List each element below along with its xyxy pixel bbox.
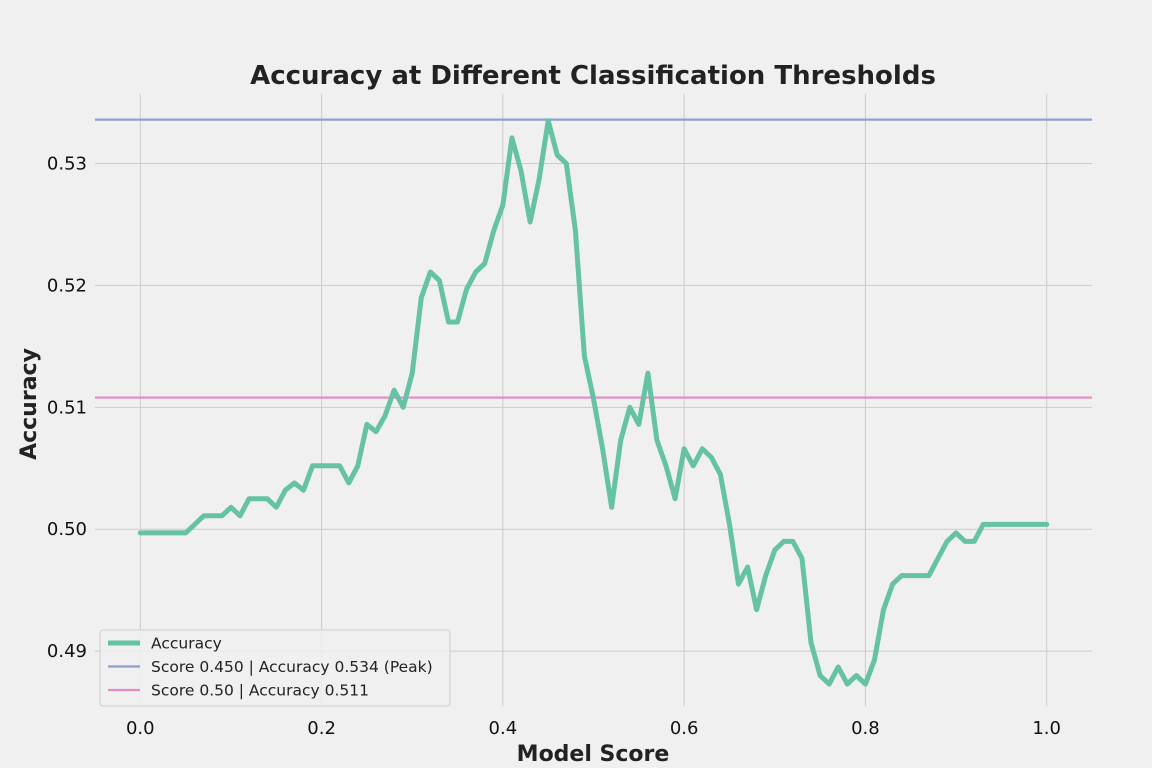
chart-title: Accuracy at Different Classification Thr… <box>250 61 936 91</box>
accuracy-line <box>137 118 1050 687</box>
x-tick-label: 1.0 <box>1032 718 1061 739</box>
y-tick-label: 0.49 <box>47 641 87 662</box>
series-group <box>137 118 1050 687</box>
x-tick-labels: 0.0 0.2 0.4 0.6 0.8 1.0 <box>126 718 1061 739</box>
x-axis-label: Model Score <box>517 742 670 767</box>
y-tick-labels: 0.49 0.50 0.51 0.52 0.53 <box>47 153 87 662</box>
y-tick-label: 0.51 <box>47 397 87 418</box>
x-tick-label: 0.0 <box>126 718 155 739</box>
x-tick-label: 0.6 <box>670 718 699 739</box>
legend-label: Accuracy <box>151 635 222 653</box>
legend-label: Score 0.50 | Accuracy 0.511 <box>151 682 369 700</box>
legend-box <box>99 629 451 707</box>
x-tick-label: 0.4 <box>489 718 518 739</box>
x-tick-label: 0.2 <box>307 718 336 739</box>
y-axis-label: Accuracy <box>17 348 42 460</box>
legend-label: Score 0.450 | Accuracy 0.534 (Peak) <box>151 658 433 676</box>
y-tick-label: 0.52 <box>47 275 87 296</box>
x-tick-label: 0.8 <box>851 718 880 739</box>
legend: Accuracy Score 0.450 | Accuracy 0.534 (Pe… <box>99 629 451 707</box>
y-tick-label: 0.53 <box>47 153 87 174</box>
y-tick-label: 0.50 <box>47 519 87 540</box>
